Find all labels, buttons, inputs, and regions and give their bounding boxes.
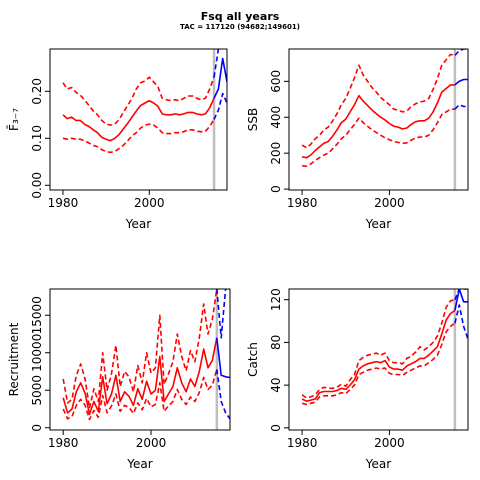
- y-tick-label: 5000: [30, 375, 44, 406]
- x-axis-label: Year: [365, 217, 391, 231]
- plot-area: [62, 49, 227, 190]
- figure-title: Fsq all years: [200, 10, 280, 23]
- plot-area: [62, 289, 230, 430]
- y-tick-label: 80: [269, 335, 283, 350]
- plot-frame: [288, 48, 469, 191]
- x-tick-label: 1980: [287, 196, 318, 210]
- series-upper-line: [301, 53, 456, 149]
- y-axis-label: Recruitment: [7, 322, 21, 396]
- projection-lower-line: [216, 369, 230, 420]
- projection-upper-line: [454, 49, 468, 56]
- x-axis-label: Year: [126, 457, 152, 471]
- series-upper-line: [62, 289, 218, 410]
- y-tick-label: 10000: [30, 334, 44, 372]
- projection-lower-line: [454, 103, 468, 110]
- x-tick-label: 1980: [48, 196, 79, 210]
- y-axis-label: SSB: [246, 108, 260, 131]
- plot-area: [301, 49, 468, 190]
- y-tick-label: 0: [269, 424, 283, 432]
- y-tick-label: 0.10: [30, 125, 44, 152]
- series-lower-line: [302, 108, 455, 167]
- series-estimate-line: [62, 97, 215, 142]
- x-tick-label: 2000: [374, 436, 405, 450]
- projection-lower-line: [454, 304, 468, 340]
- y-axis-label: F̄₃₋₇: [7, 108, 21, 131]
- series-lower-line: [62, 369, 218, 421]
- projection-estimate-line: [216, 337, 230, 379]
- ssb-panel: 1980 2000 0 200 400 600 Year SSB: [246, 48, 469, 231]
- catch-panel: 1980 2000 0 40 80 120 Year Catch: [246, 288, 469, 471]
- x-tick-label: 2000: [134, 196, 165, 210]
- y-tick-label: 200: [269, 142, 283, 165]
- series-lower-line: [62, 119, 215, 154]
- y-tick-label: 0.20: [30, 78, 44, 105]
- projection-estimate-line: [213, 57, 227, 99]
- figure-subtitle: TAC = 117120 (94682;149601): [180, 23, 300, 31]
- y-tick-label: 120: [269, 288, 283, 311]
- x-tick-label: 1980: [287, 436, 318, 450]
- series-upper-line: [301, 298, 456, 399]
- series-estimate-line: [62, 337, 218, 416]
- projection-estimate-line: [454, 78, 468, 86]
- series-estimate-line: [301, 84, 455, 159]
- x-axis-label: Year: [125, 217, 151, 231]
- x-tick-label: 2000: [374, 196, 405, 210]
- x-tick-label: 1980: [48, 436, 79, 450]
- x-axis-label: Year: [365, 457, 391, 471]
- projection-upper-line: [216, 289, 227, 339]
- y-tick-label: 600: [269, 70, 283, 93]
- f-panel: 1980 2000 0.00 0.10 0.20 Year F̄₃₋₇: [7, 48, 228, 231]
- plot-frame: [288, 288, 469, 431]
- y-tick-label: 0.00: [30, 172, 44, 199]
- y-tick-label: 0: [269, 185, 283, 193]
- projection-estimate-line: [454, 289, 468, 311]
- plot-area: [301, 289, 468, 430]
- plot-frame: [49, 288, 231, 431]
- x-tick-label: 2000: [136, 436, 167, 450]
- series-upper-line: [62, 76, 215, 126]
- y-tick-label: 15000: [30, 296, 44, 334]
- y-axis-label: Catch: [246, 342, 260, 377]
- plot-frame: [49, 48, 228, 191]
- y-tick-label: 40: [269, 377, 283, 392]
- y-tick-label: 400: [269, 106, 283, 129]
- y-tick-label: 0: [30, 424, 44, 432]
- projection-lower-line: [213, 92, 227, 120]
- series-estimate-line: [301, 309, 456, 403]
- series-lower-line: [301, 322, 456, 406]
